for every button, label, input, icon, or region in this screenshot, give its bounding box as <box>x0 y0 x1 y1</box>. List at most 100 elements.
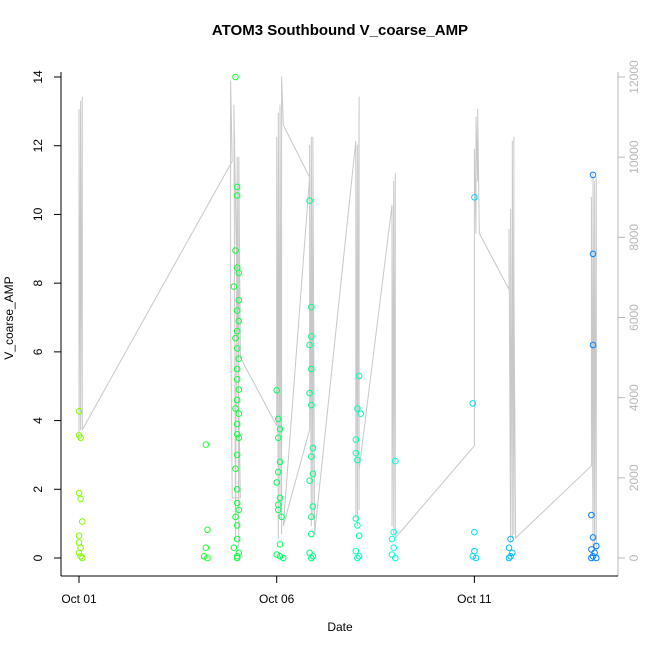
data-point <box>308 453 315 460</box>
data-point <box>355 553 363 560</box>
data-point <box>589 171 597 179</box>
data-point <box>309 553 317 560</box>
data-point <box>471 194 478 201</box>
data-point <box>352 436 360 443</box>
data-point <box>589 341 597 349</box>
y2-tick-label: 12000 <box>627 60 641 94</box>
data-point <box>276 541 284 548</box>
data-point <box>233 554 241 562</box>
data-point <box>593 554 600 562</box>
data-point <box>275 415 282 423</box>
data-point <box>200 553 208 560</box>
x-tick-label: Oct 01 <box>61 592 97 606</box>
y-axis-label: V_coarse_AMP <box>2 276 16 359</box>
data-point <box>471 528 478 536</box>
data-point <box>230 544 238 552</box>
data-point <box>355 532 363 540</box>
data-point <box>308 333 315 340</box>
y2-tick-label: 8000 <box>627 224 641 251</box>
data-point <box>308 530 315 538</box>
data-point <box>306 389 313 397</box>
data-point <box>233 365 241 373</box>
data-point <box>233 535 241 543</box>
y-tick-label: 8 <box>31 279 45 286</box>
data-point <box>354 522 361 529</box>
data-point <box>75 408 83 415</box>
data-point <box>235 269 243 277</box>
y2-tick-label: 4000 <box>627 384 641 411</box>
data-point <box>589 250 597 258</box>
data-point <box>77 495 84 503</box>
y-tick-label: 10 <box>31 207 45 221</box>
data-point <box>233 522 241 529</box>
points-series-layer <box>75 73 600 562</box>
data-point <box>75 489 83 497</box>
x-tick-label: Oct 06 <box>259 592 295 606</box>
data-point <box>392 554 399 562</box>
data-point <box>355 372 363 380</box>
data-point <box>233 431 241 438</box>
line-series-path <box>78 76 597 551</box>
data-point <box>273 551 281 558</box>
y2-tick-label: 2000 <box>627 464 641 491</box>
data-point <box>232 513 239 521</box>
data-point <box>308 303 315 311</box>
data-point <box>306 197 313 204</box>
data-point <box>204 554 211 562</box>
data-point <box>232 465 239 473</box>
data-point <box>232 405 239 412</box>
data-point <box>79 518 86 525</box>
data-point <box>79 554 86 562</box>
data-point <box>278 513 285 521</box>
data-point <box>235 317 243 325</box>
data-point <box>507 553 514 560</box>
data-point <box>388 551 396 558</box>
data-point <box>309 444 317 452</box>
data-point <box>232 73 239 81</box>
y2-tick-label: 0 <box>627 554 641 561</box>
data-point <box>232 334 239 342</box>
chart-title: ATOM3 Southbound V_coarse_AMP <box>212 22 468 39</box>
data-point <box>75 532 83 540</box>
data-point <box>354 456 361 464</box>
axes-layer: 0 2 4 6 8 10 12 14 0 2000 4000 6000 8000 10000 12000 Oc… <box>31 60 641 606</box>
y-tick-label: 2 <box>31 486 45 493</box>
data-point <box>233 486 241 493</box>
data-point <box>308 513 315 521</box>
data-point <box>593 542 600 550</box>
data-point <box>392 457 399 465</box>
data-point <box>273 387 281 394</box>
data-point <box>276 458 284 466</box>
data-point <box>75 549 83 557</box>
data-point <box>308 365 315 373</box>
data-point <box>469 400 477 407</box>
data-point <box>390 528 398 536</box>
y2-tick-label: 6000 <box>627 304 641 331</box>
data-point <box>276 553 284 560</box>
data-point <box>233 420 241 428</box>
data-point <box>233 192 241 199</box>
data-point <box>235 386 243 393</box>
data-point <box>233 396 241 404</box>
y-tick-label: 14 <box>31 70 45 84</box>
data-point <box>204 526 211 534</box>
data-point <box>308 554 315 562</box>
data-point <box>357 410 365 418</box>
data-point <box>273 479 281 486</box>
data-point <box>309 470 317 478</box>
data-point <box>588 511 595 519</box>
data-point <box>233 451 241 459</box>
data-point <box>233 345 241 352</box>
data-point <box>469 553 477 560</box>
data-point <box>352 547 360 555</box>
data-point <box>505 544 513 552</box>
data-point <box>280 554 287 562</box>
data-point <box>588 546 595 553</box>
data-point <box>233 499 241 507</box>
data-point <box>77 553 84 560</box>
data-point <box>589 534 597 541</box>
data-point <box>233 307 241 314</box>
data-point <box>77 434 84 442</box>
y-tick-label: 4 <box>31 417 45 424</box>
